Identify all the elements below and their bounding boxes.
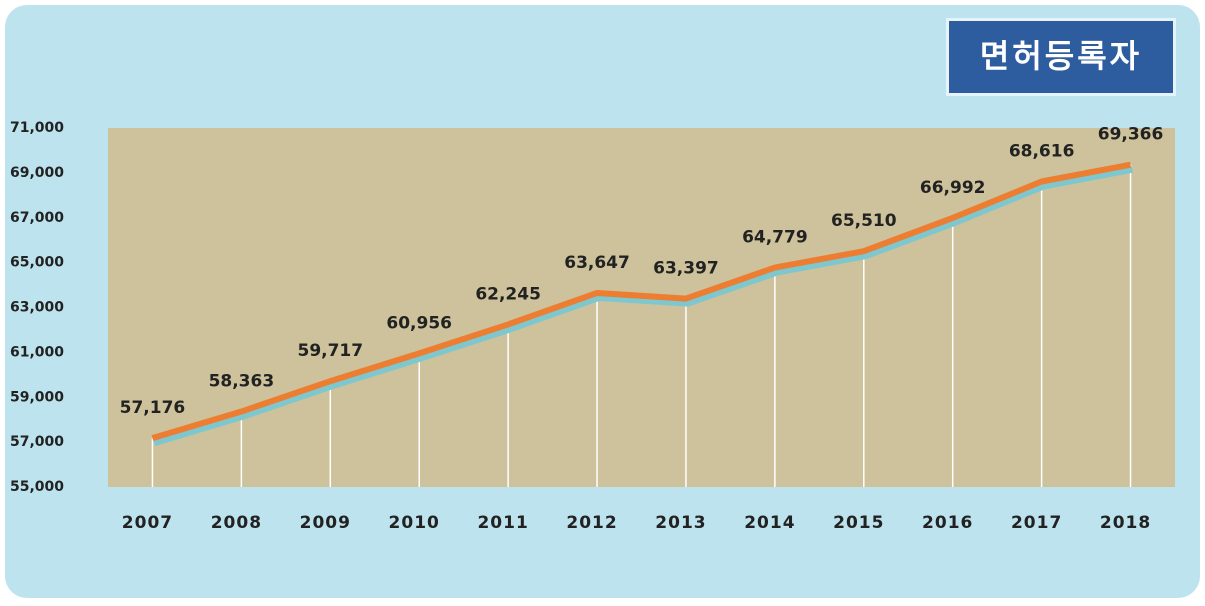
y-tick-label: 55,000 bbox=[10, 479, 64, 495]
x-tick-label: 2018 bbox=[1100, 513, 1151, 533]
value-label: 57,176 bbox=[120, 398, 186, 418]
x-tick-label: 2007 bbox=[122, 513, 173, 533]
x-tick-label: 2009 bbox=[300, 513, 351, 533]
value-label: 62,245 bbox=[475, 284, 541, 304]
x-tick-label: 2008 bbox=[211, 513, 262, 533]
y-tick-label: 67,000 bbox=[10, 210, 64, 226]
title-box bbox=[949, 21, 1173, 93]
value-label: 63,647 bbox=[564, 253, 630, 273]
y-tick-label: 61,000 bbox=[10, 344, 64, 360]
line bbox=[151, 161, 1132, 442]
plot-area bbox=[108, 128, 1175, 487]
x-tick-label: 2016 bbox=[922, 513, 973, 533]
line-shadow bbox=[153, 166, 1134, 447]
value-label: 60,956 bbox=[386, 313, 452, 333]
value-label: 58,363 bbox=[209, 372, 275, 392]
value-label: 68,616 bbox=[1009, 141, 1075, 161]
value-label: 65,510 bbox=[831, 211, 897, 231]
chart-title: 면허등록자 bbox=[980, 37, 1142, 75]
value-label: 59,717 bbox=[297, 341, 363, 361]
value-label: 64,779 bbox=[742, 228, 808, 248]
y-tick-label: 59,000 bbox=[10, 389, 64, 405]
x-tick-label: 2017 bbox=[1011, 513, 1062, 533]
x-tick-label: 2012 bbox=[566, 513, 617, 533]
y-tick-label: 63,000 bbox=[10, 300, 64, 316]
x-tick-label: 2011 bbox=[477, 513, 528, 533]
x-tick-label: 2013 bbox=[655, 513, 706, 533]
x-tick-label: 2014 bbox=[744, 513, 795, 533]
y-tick-label: 65,000 bbox=[10, 255, 64, 271]
value-label: 63,397 bbox=[653, 259, 719, 279]
y-tick-label: 57,000 bbox=[10, 434, 64, 450]
value-label: 69,366 bbox=[1098, 125, 1164, 145]
y-tick-label: 69,000 bbox=[10, 165, 64, 181]
x-tick-label: 2015 bbox=[833, 513, 884, 533]
x-tick-label: 2010 bbox=[389, 513, 440, 533]
value-label: 66,992 bbox=[920, 178, 986, 198]
y-tick-label: 71,000 bbox=[10, 120, 64, 136]
